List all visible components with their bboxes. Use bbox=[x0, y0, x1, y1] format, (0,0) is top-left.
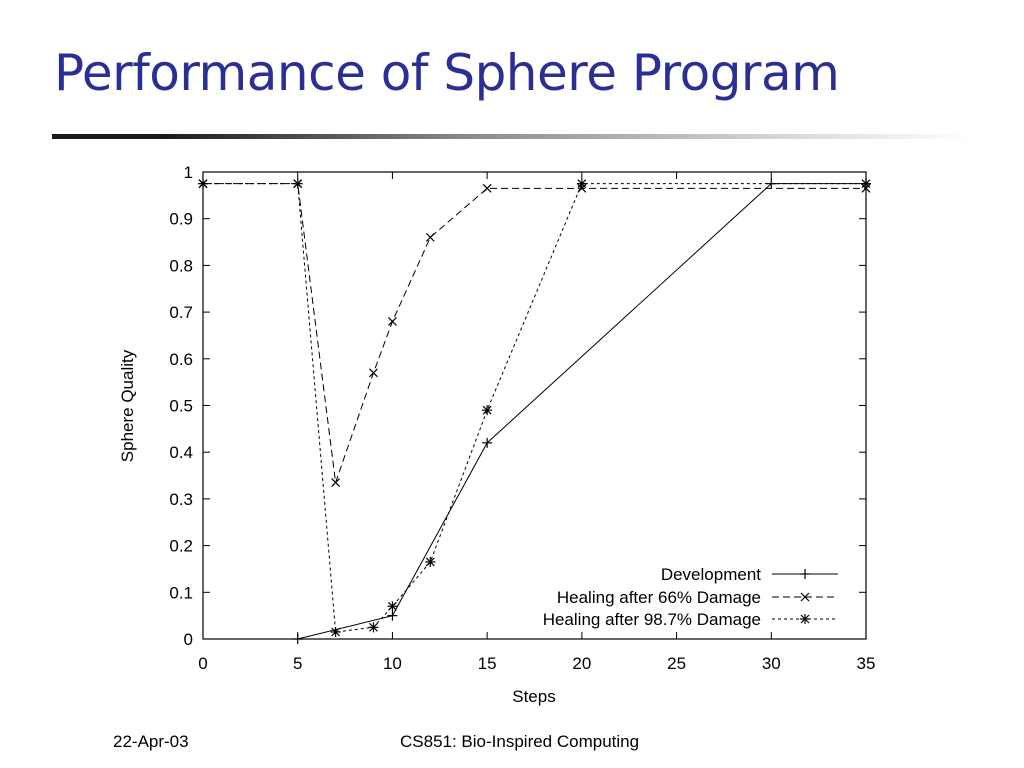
data-point-marker bbox=[369, 622, 378, 632]
y-axis-label: Sphere Quality bbox=[118, 349, 137, 462]
y-tick-label: 0.5 bbox=[169, 397, 193, 416]
x-tick-label: 35 bbox=[857, 654, 876, 673]
data-point-marker bbox=[482, 183, 492, 193]
x-tick-label: 25 bbox=[667, 654, 686, 673]
legend-label: Healing after 66% Damage bbox=[557, 588, 761, 607]
axis-ticks: 0 5 10 15 20 25 30 35 0 0.1 0.2 0.3 0.4 0.5 0.6 0.7 0.8 0… bbox=[169, 163, 875, 673]
data-point-marker bbox=[331, 478, 341, 487]
footer-course: CS851: Bio-Inspired Computing bbox=[400, 732, 640, 751]
x-tick-label: 20 bbox=[572, 654, 591, 673]
x-tick-label: 10 bbox=[383, 654, 402, 673]
y-tick-label: 1 bbox=[184, 163, 193, 182]
y-tick-label: 0.7 bbox=[169, 303, 193, 322]
data-point-marker bbox=[388, 317, 397, 326]
series-line bbox=[297, 183, 866, 640]
y-tick-label: 0.8 bbox=[169, 256, 193, 275]
slide-title: Performance of Sphere Program bbox=[54, 44, 840, 102]
data-point-marker bbox=[293, 179, 303, 189]
legend-marker bbox=[800, 614, 810, 624]
y-tick-label: 0.4 bbox=[169, 443, 193, 462]
data-point-marker bbox=[369, 368, 378, 378]
y-tick-label: 0.9 bbox=[169, 210, 193, 229]
title-divider bbox=[52, 134, 972, 139]
data-point-marker bbox=[198, 179, 208, 189]
y-tick-label: 0 bbox=[184, 630, 193, 649]
data-point-marker bbox=[331, 627, 341, 637]
data-point-marker bbox=[577, 179, 587, 189]
y-tick-label: 0.6 bbox=[169, 350, 193, 369]
legend-label: Development bbox=[661, 565, 761, 584]
legend-marker bbox=[800, 592, 810, 602]
x-tick-label: 5 bbox=[293, 654, 302, 673]
x-axis-label: Steps bbox=[512, 687, 555, 706]
x-tick-label: 15 bbox=[478, 654, 497, 673]
y-tick-label: 0.3 bbox=[169, 490, 193, 509]
x-tick-label: 30 bbox=[762, 654, 781, 673]
data-point-marker bbox=[388, 601, 397, 611]
data-point-marker bbox=[861, 179, 871, 189]
data-point-marker bbox=[482, 405, 492, 415]
series-2 bbox=[198, 179, 871, 487]
data-point-marker bbox=[425, 232, 435, 242]
series-line bbox=[203, 183, 866, 483]
y-tick-label: 0.2 bbox=[169, 537, 193, 556]
series-line bbox=[203, 183, 866, 633]
series-group bbox=[198, 178, 871, 644]
footer-date: 22-Apr-03 bbox=[113, 732, 189, 751]
series-3 bbox=[198, 178, 871, 637]
legend: Development Healing after 66% Damage Heali… bbox=[543, 565, 838, 629]
y-tick-label: 0.1 bbox=[169, 583, 193, 602]
data-point-marker bbox=[425, 557, 435, 567]
plot-frame bbox=[202, 171, 867, 640]
x-tick-label: 0 bbox=[198, 654, 207, 673]
legend-label: Healing after 98.7% Damage bbox=[543, 610, 761, 629]
